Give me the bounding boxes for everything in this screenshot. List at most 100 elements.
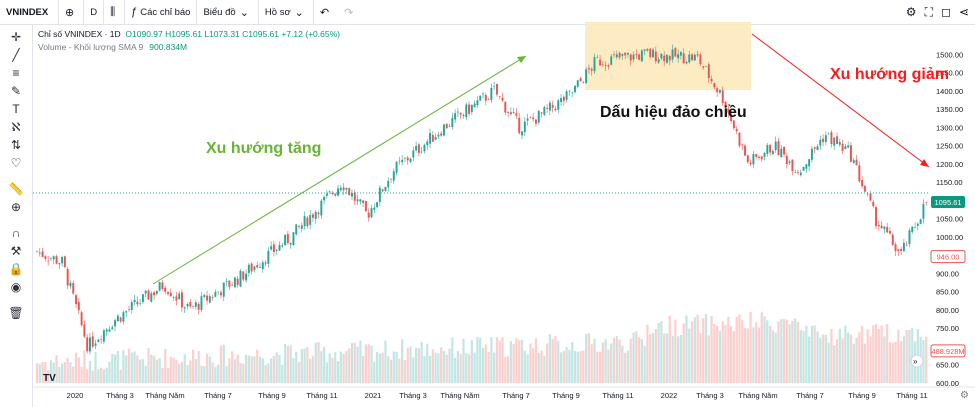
indicators-button[interactable]: ƒ Các chỉ báo — [124, 0, 196, 24]
fullscreen-icon[interactable]: ⛶ — [924, 4, 933, 19]
share-icon[interactable]: ⋖ — [958, 5, 969, 19]
candle — [289, 242, 292, 245]
volume-bar — [646, 324, 649, 383]
volume-bar — [295, 351, 298, 383]
candle — [827, 133, 830, 135]
volume-bar — [777, 321, 780, 383]
candles-icon: ⫼ — [110, 5, 116, 18]
volume-bar — [782, 318, 786, 383]
trash-icon[interactable]: 🗑 — [8, 306, 24, 320]
volume-bar — [141, 359, 145, 383]
candle — [167, 292, 169, 294]
x-tick-label: Tháng 3 — [399, 391, 427, 400]
candle — [114, 320, 117, 327]
candle — [108, 329, 111, 332]
candle — [298, 226, 301, 227]
candle — [272, 244, 275, 253]
brush-icon[interactable]: ✎ — [10, 84, 22, 98]
candle — [328, 191, 331, 192]
volume-bar — [735, 316, 738, 383]
magnet-icon[interactable]: ∩ — [11, 226, 21, 240]
volume-bar — [562, 350, 565, 383]
candle — [749, 162, 752, 165]
chart-type-button[interactable]: ⫼ — [103, 0, 124, 24]
volume-bar — [434, 352, 437, 383]
legend-volume-label: Volume - Khối lượng SMA 9 — [38, 42, 144, 52]
candle — [376, 202, 379, 208]
candle — [738, 132, 741, 146]
y-tick-label: 1250.00 — [936, 142, 963, 151]
fib-icon[interactable]: ≡ — [12, 66, 20, 80]
volume-bar — [161, 368, 164, 383]
volume-bar — [122, 350, 125, 383]
volume-bar — [877, 328, 880, 383]
compare-button[interactable]: ⊕ — [58, 0, 83, 24]
candle — [635, 54, 638, 56]
volume-bar — [456, 351, 460, 383]
crosshair-icon[interactable]: ✛ — [10, 30, 22, 44]
candle — [677, 54, 680, 59]
y-tick-label: 650.00 — [936, 361, 959, 370]
volume-bar — [286, 346, 289, 383]
volume-bar — [47, 369, 50, 383]
volume-bar — [292, 357, 295, 383]
gear-icon[interactable]: ⚙ — [960, 390, 969, 401]
volume-bar — [281, 364, 284, 383]
volume-bar — [852, 343, 855, 383]
volume-bar — [490, 337, 493, 383]
volume-bar — [835, 339, 839, 383]
candle — [278, 244, 281, 251]
volume-bar — [621, 345, 624, 383]
candle — [838, 142, 841, 145]
volume-bar — [874, 323, 878, 383]
profile-menu-button[interactable]: Hồ sơ ⌄ — [257, 0, 313, 24]
time-axis[interactable] — [33, 387, 975, 407]
candle — [752, 154, 755, 165]
candle — [521, 131, 524, 136]
text-icon[interactable]: T — [12, 102, 20, 116]
volume-bar — [495, 337, 499, 383]
lock-drawing-icon[interactable]: ⚒ — [10, 244, 22, 258]
settings-icon[interactable]: ⚙ — [905, 5, 917, 19]
zoom-in-icon[interactable]: ⊕ — [10, 200, 22, 214]
symbol-button[interactable]: VNINDEX — [0, 0, 58, 24]
candle — [649, 48, 652, 58]
heart-icon[interactable]: ♡ — [10, 156, 22, 170]
y-tick-label: 750.00 — [936, 324, 959, 333]
volume-bar — [41, 361, 44, 383]
candle — [919, 219, 922, 224]
volume-bar — [624, 352, 627, 383]
undo-button[interactable]: ↶ — [312, 0, 338, 24]
lock-icon[interactable]: 🔒 — [8, 262, 24, 276]
volume-bar — [635, 331, 638, 383]
volume-bar — [467, 354, 471, 383]
volume-bar — [139, 359, 142, 383]
pattern-icon[interactable]: ℵ — [11, 120, 21, 134]
volume-bar — [317, 341, 320, 383]
volume-bar — [55, 355, 58, 383]
volume-bar — [802, 331, 805, 383]
candle — [654, 51, 657, 62]
volume-bar — [551, 339, 554, 383]
volume-bar — [370, 345, 373, 383]
volume-bar — [320, 351, 323, 383]
measure-tools-icon[interactable]: ⇅ — [10, 138, 22, 152]
candle — [345, 187, 348, 190]
chart-menu-button[interactable]: Biểu đồ ⌄ — [196, 0, 257, 24]
candle — [49, 258, 52, 259]
candle — [264, 262, 267, 264]
candle — [501, 97, 504, 101]
candle — [426, 141, 429, 146]
redo-button[interactable]: ↷ — [338, 0, 362, 24]
trendline-icon[interactable]: ╱ — [12, 48, 20, 62]
candle — [797, 172, 799, 174]
volume-bar — [91, 370, 94, 383]
interval-button[interactable]: D — [83, 0, 103, 24]
snapshot-icon[interactable]: ◻ — [940, 5, 951, 19]
eye-icon[interactable]: ◉ — [10, 280, 22, 294]
candle — [693, 54, 696, 61]
candle — [186, 303, 189, 307]
scroll-to-realtime-button[interactable] — [910, 354, 924, 368]
ruler-icon[interactable]: 📏 — [8, 182, 24, 196]
